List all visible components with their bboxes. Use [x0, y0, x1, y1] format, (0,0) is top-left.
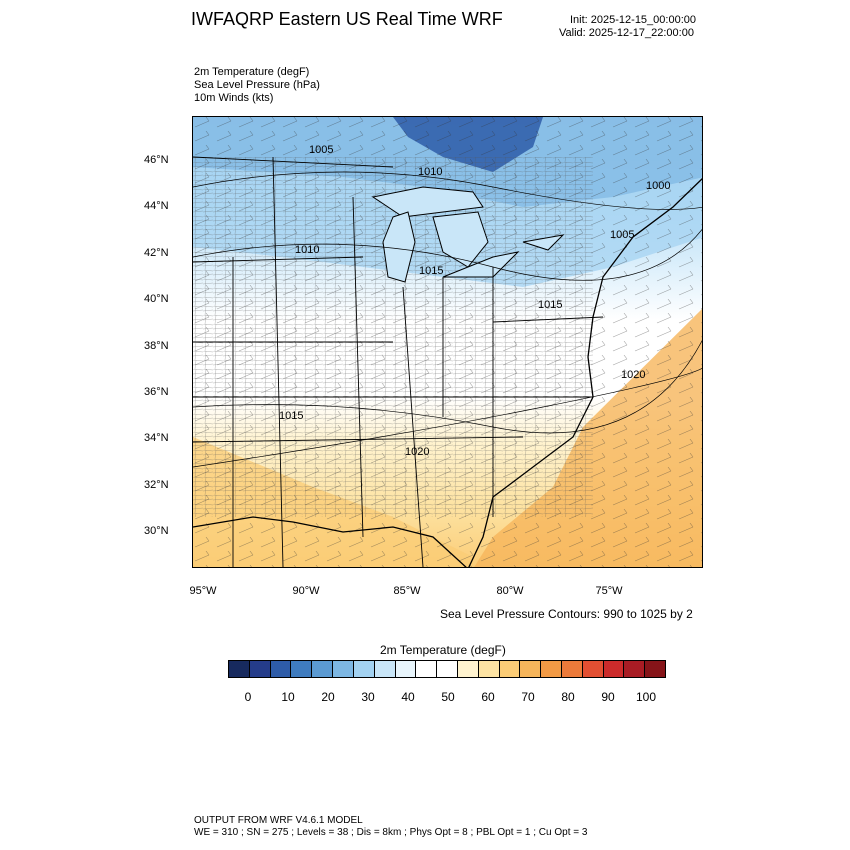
contour-label: 1005: [309, 144, 333, 156]
lon-tick-label: 85°W: [393, 585, 421, 597]
colorbar-title: 2m Temperature (degF): [380, 643, 506, 657]
colorbar-swatch: [333, 661, 354, 677]
lat-tick-label: 44°N: [144, 200, 169, 212]
colorbar-swatch: [478, 661, 500, 677]
colorbar-swatch: [582, 661, 604, 677]
colorbar: [228, 660, 666, 678]
slp-contour-caption: Sea Level Pressure Contours: 990 to 1025…: [440, 607, 693, 621]
colorbar-swatch: [353, 661, 375, 677]
lat-tick-label: 38°N: [144, 340, 169, 352]
contour-label: 1020: [621, 369, 645, 381]
colorbar-swatch: [229, 661, 250, 677]
colorbar-swatch: [249, 661, 271, 677]
lon-tick-label: 95°W: [189, 585, 217, 597]
field-label-temperature: 2m Temperature (degF): [194, 66, 310, 78]
lat-tick-label: 36°N: [144, 386, 169, 398]
colorbar-swatch: [541, 661, 562, 677]
lat-tick-label: 30°N: [144, 525, 169, 537]
contour-label: 1020: [405, 446, 429, 458]
map-canvas: 1005 1010 1000 1005 1010 1015 1015 1020 …: [193, 117, 702, 567]
colorbar-swatch: [520, 661, 542, 677]
colorbar-swatch: [562, 661, 583, 677]
colorbar-swatch: [395, 661, 417, 677]
lon-tick-label: 75°W: [595, 585, 623, 597]
contour-label: 1010: [418, 166, 442, 178]
colorbar-tick-label: 50: [441, 690, 455, 704]
colorbar-tick-label: 60: [481, 690, 495, 704]
colorbar-tick-label: 80: [561, 690, 575, 704]
lon-tick-label: 80°W: [496, 585, 524, 597]
colorbar-swatch: [645, 661, 666, 677]
valid-time: Valid: 2025-12-17_22:00:00: [559, 27, 694, 39]
colorbar-swatch: [499, 661, 521, 677]
lat-tick-label: 40°N: [144, 293, 169, 305]
init-time: Init: 2025-12-15_00:00:00: [570, 14, 696, 26]
colorbar-swatch: [624, 661, 646, 677]
colorbar-swatch: [270, 661, 292, 677]
colorbar-tick-label: 20: [321, 690, 335, 704]
lat-tick-label: 46°N: [144, 154, 169, 166]
contour-label: 1015: [279, 410, 303, 422]
contour-label: 1005: [610, 229, 634, 241]
colorbar-tick-label: 90: [601, 690, 615, 704]
map-panel: 1005 1010 1000 1005 1010 1015 1015 1020 …: [192, 116, 703, 568]
colorbar-swatch: [603, 661, 625, 677]
colorbar-swatch: [291, 661, 313, 677]
colorbar-swatch: [457, 661, 479, 677]
colorbar-tick-label: 10: [281, 690, 295, 704]
colorbar-swatch: [437, 661, 458, 677]
model-info-line2: WE = 310 ; SN = 275 ; Levels = 38 ; Dis …: [194, 827, 588, 838]
model-info-line1: OUTPUT FROM WRF V4.6.1 MODEL: [194, 815, 363, 826]
colorbar-tick-label: 30: [361, 690, 375, 704]
colorbar-tick-label: 70: [521, 690, 535, 704]
colorbar-swatch: [416, 661, 438, 677]
contour-label: 1010: [295, 244, 319, 256]
map-title: IWFAQRP Eastern US Real Time WRF: [191, 9, 503, 29]
lat-tick-label: 32°N: [144, 479, 169, 491]
colorbar-tick-label: 100: [635, 690, 657, 704]
lon-tick-label: 90°W: [292, 585, 320, 597]
contour-label: 1015: [419, 265, 443, 277]
colorbar-tick-label: 40: [401, 690, 415, 704]
lat-tick-label: 42°N: [144, 247, 169, 259]
colorbar-swatch: [374, 661, 396, 677]
colorbar-swatch: [312, 661, 334, 677]
field-label-pressure: Sea Level Pressure (hPa): [194, 79, 320, 91]
lat-tick-label: 34°N: [144, 432, 169, 444]
contour-label: 1000: [646, 180, 670, 192]
colorbar-tick-label: 0: [244, 690, 252, 704]
contour-label: 1015: [538, 299, 562, 311]
field-label-winds: 10m Winds (kts): [194, 92, 274, 104]
